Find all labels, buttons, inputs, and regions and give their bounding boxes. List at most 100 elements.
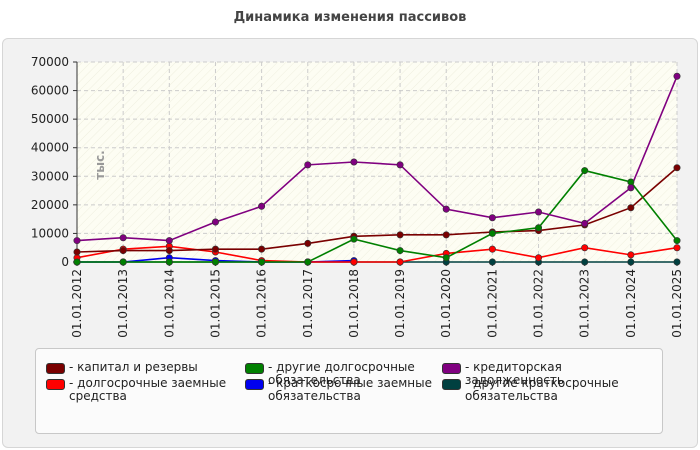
data-point-0-7 xyxy=(396,231,404,239)
data-point-4-0 xyxy=(73,237,81,245)
y-tick-label: 50000 xyxy=(31,112,69,126)
legend-swatch xyxy=(245,379,264,390)
x-tick-label: 01.01.2023 xyxy=(578,269,592,338)
data-point-2-1 xyxy=(119,258,127,266)
data-point-1-7 xyxy=(396,258,404,266)
data-point-0-13 xyxy=(673,164,681,172)
data-point-5-13 xyxy=(673,258,681,266)
x-tick-label: 01.01.2019 xyxy=(393,269,407,338)
data-point-4-10 xyxy=(535,208,543,216)
y-tick-label: 70000 xyxy=(31,55,69,69)
y-tick-label: 40000 xyxy=(31,141,69,155)
data-point-1-9 xyxy=(488,245,496,253)
data-point-0-5 xyxy=(304,239,312,247)
legend-item-2: - другие долгосрочные обязательства xyxy=(245,361,438,387)
data-point-2-5 xyxy=(304,258,312,266)
legend-label: - другие долгосрочные обязательства xyxy=(268,360,415,387)
data-point-0-0 xyxy=(73,248,81,256)
x-tick-label: 01.01.2024 xyxy=(624,269,638,338)
y-tick-label: 60000 xyxy=(31,84,69,98)
y-tick-label: 30000 xyxy=(31,169,69,183)
data-point-4-6 xyxy=(350,158,358,166)
x-tick-label: 01.01.2025 xyxy=(670,269,684,338)
data-point-2-7 xyxy=(396,247,404,255)
data-point-2-4 xyxy=(258,258,266,266)
data-point-4-7 xyxy=(396,161,404,169)
data-point-1-12 xyxy=(627,251,635,259)
data-point-4-1 xyxy=(119,234,127,242)
legend-item-5: - другие краткосрочные обязательства xyxy=(442,377,635,403)
y-tick-label: 0 xyxy=(61,255,69,269)
x-tick-label: 01.01.2020 xyxy=(439,269,453,338)
data-point-2-2 xyxy=(165,258,173,266)
data-point-2-11 xyxy=(581,167,589,175)
series-line-0 xyxy=(76,167,678,253)
data-point-4-11 xyxy=(581,219,589,227)
data-point-4-4 xyxy=(258,202,266,210)
legend-label: - другие краткосрочные обязательства xyxy=(465,376,619,403)
series-line-2 xyxy=(77,169,678,263)
data-point-5-12 xyxy=(627,258,635,266)
data-point-0-8 xyxy=(442,231,450,239)
data-point-4-2 xyxy=(165,237,173,245)
legend-item-0: - капитал и резервы xyxy=(46,361,239,374)
y-axis-label: тыс. xyxy=(93,150,107,179)
data-point-0-12 xyxy=(627,204,635,212)
legend-label: - долгосрочные заемные средства xyxy=(69,376,227,403)
x-tick-label: 01.01.2015 xyxy=(208,269,222,338)
legend-swatch xyxy=(46,379,65,390)
x-tick-label: 01.01.2013 xyxy=(116,269,130,338)
data-point-5-9 xyxy=(488,258,496,266)
x-tick-label: 01.01.2022 xyxy=(532,269,546,338)
data-point-1-6 xyxy=(350,258,358,266)
x-tick-label: 01.01.2016 xyxy=(255,269,269,338)
y-tick-label: 10000 xyxy=(31,226,69,240)
data-point-2-6 xyxy=(350,235,358,243)
plot-area xyxy=(77,62,677,262)
x-tick-label: 01.01.2014 xyxy=(162,269,176,338)
legend-label: - капитал и резервы xyxy=(69,360,198,374)
legend-item-1: - долгосрочные заемные средства xyxy=(46,377,239,403)
data-point-4-5 xyxy=(304,161,312,169)
data-point-0-3 xyxy=(211,245,219,253)
legend-swatch xyxy=(442,363,461,374)
data-point-0-1 xyxy=(119,247,127,255)
data-point-2-13 xyxy=(673,237,681,245)
data-point-4-13 xyxy=(673,72,681,80)
tick-labels: 0 10000 20000 30000 40000 50000 60000 70000 01.0… xyxy=(31,55,684,338)
legend-swatch xyxy=(245,363,264,374)
data-point-5-11 xyxy=(581,258,589,266)
chart-title: Динамика изменения пассивов xyxy=(233,10,467,25)
data-point-2-8 xyxy=(442,254,450,262)
legend-swatch xyxy=(442,379,461,390)
data-point-1-11 xyxy=(581,244,589,252)
y-tick-label: 20000 xyxy=(31,198,69,212)
data-point-4-3 xyxy=(211,218,219,226)
data-point-2-9 xyxy=(488,229,496,237)
legend-item-3: - краткосрочные заемные обязательства xyxy=(245,377,438,403)
data-points xyxy=(73,72,681,266)
data-point-2-3 xyxy=(211,258,219,266)
legend: - капитал и резервы - долгосрочные заемны… xyxy=(35,348,663,434)
data-point-4-9 xyxy=(488,214,496,222)
x-tick-label: 01.01.2021 xyxy=(485,269,499,338)
series-line-1 xyxy=(76,245,678,263)
data-point-4-8 xyxy=(442,205,450,213)
data-point-0-2 xyxy=(165,247,173,255)
legend-swatch xyxy=(46,363,65,374)
data-point-0-4 xyxy=(258,245,266,253)
x-tick-label: 01.01.2018 xyxy=(347,269,361,338)
legend-label: - краткосрочные заемные обязательства xyxy=(268,376,432,403)
legend-item-4: - кредиторская задолженность xyxy=(442,361,635,387)
data-point-2-10 xyxy=(535,224,543,232)
data-point-2-0 xyxy=(73,258,81,266)
legend-label: - кредиторская задолженность xyxy=(465,360,564,387)
grid-lines xyxy=(76,61,678,263)
data-point-1-13 xyxy=(673,244,681,252)
series-line-4 xyxy=(76,75,678,242)
x-tick-label: 01.01.2017 xyxy=(301,269,315,338)
data-point-4-12 xyxy=(627,184,635,192)
x-tick-label: 01.01.2012 xyxy=(70,269,84,338)
data-point-1-10 xyxy=(535,254,543,262)
